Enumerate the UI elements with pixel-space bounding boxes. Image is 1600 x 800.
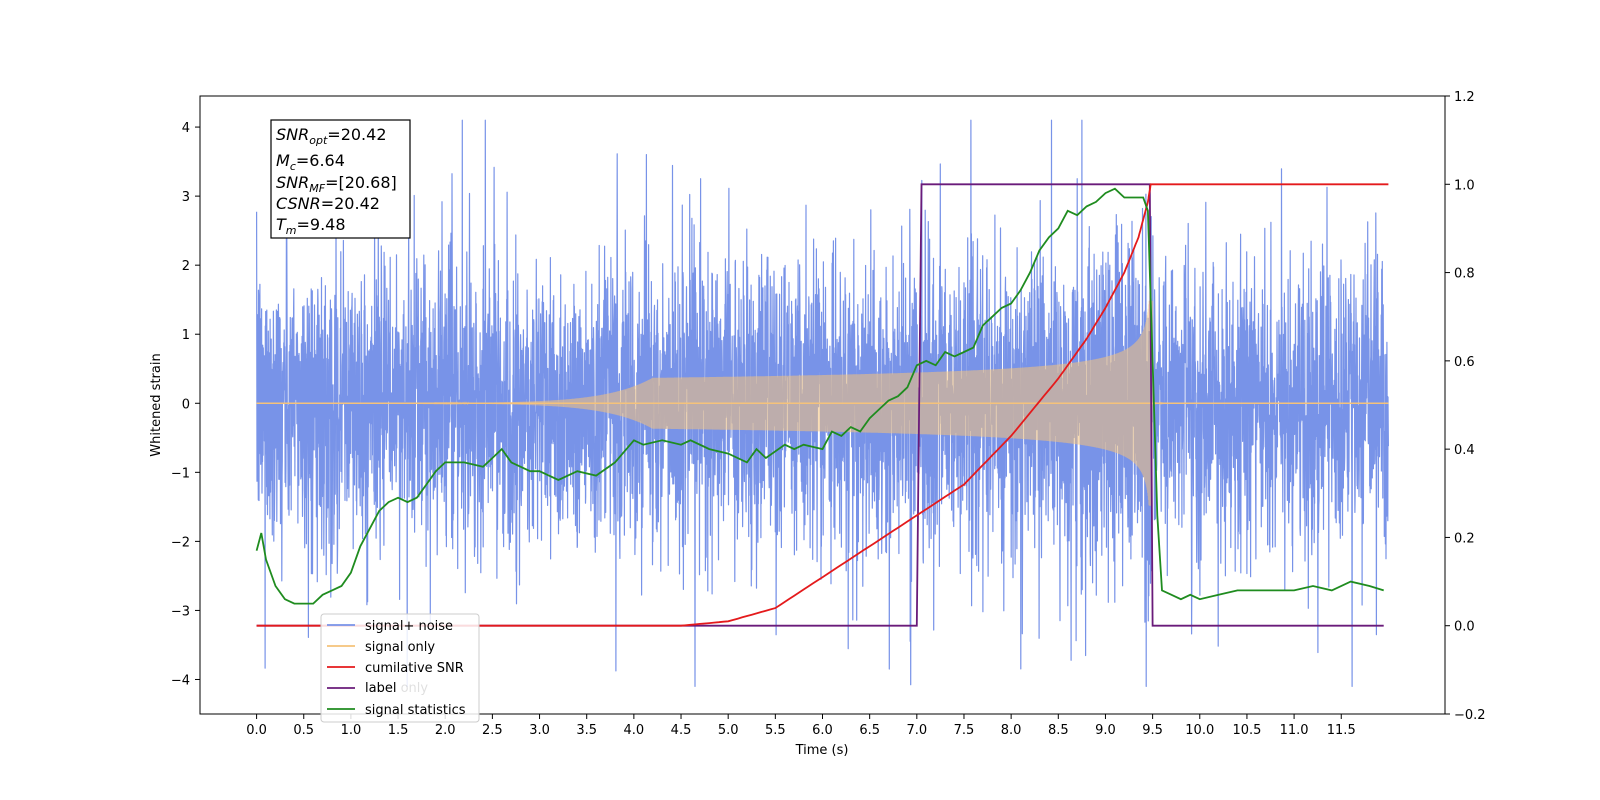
x-tick-label: 6.0 <box>812 723 833 738</box>
y-tick-label: −4 <box>171 673 190 688</box>
x-tick-label: 10.0 <box>1185 723 1214 738</box>
y-tick-label: 3 <box>182 190 190 205</box>
series-label <box>256 183 1384 627</box>
x-axis-title: Time (s) <box>795 743 849 758</box>
x-tick-label: 2.5 <box>482 723 503 738</box>
x-tick-label: 4.0 <box>624 723 645 738</box>
annotation-snr-mf: SNRMF=[20.68] <box>276 173 397 195</box>
legend-label-signal-statistics: signal statistics <box>365 703 466 718</box>
y-tick-label: −3 <box>171 604 190 619</box>
series-signal-statistics <box>255 187 1384 605</box>
legend-label-label-only: label only <box>365 681 428 696</box>
x-tick-label: 3.5 <box>576 723 597 738</box>
y2-tick-label: −0.2 <box>1454 708 1486 723</box>
x-tick-label: 7.5 <box>954 723 975 738</box>
annotation-csnr: CSNR=20.42 <box>276 194 380 213</box>
y-tick-label: 1 <box>182 328 190 343</box>
x-axis-ticks: 0.0 0.5 1.0 1.5 2.0 2.5 3.0 3.5 4.0 4.5 5.0 5.5 6.0 6… <box>246 714 1356 738</box>
y-tick-label: −1 <box>171 466 190 481</box>
x-tick-label: 3.0 <box>529 723 550 738</box>
x-tick-label: 6.5 <box>859 723 880 738</box>
y-tick-label: 4 <box>182 121 190 136</box>
series-cumilative-snr <box>256 183 1389 627</box>
x-tick-label: 0.0 <box>246 723 267 738</box>
x-tick-label: 8.5 <box>1048 723 1069 738</box>
y2-tick-label: 0.2 <box>1454 531 1475 546</box>
y-tick-label: 2 <box>182 259 190 274</box>
y2-tick-label: 0.0 <box>1454 620 1475 635</box>
x-tick-label: 8.0 <box>1001 723 1022 738</box>
legend-label-label: label <box>365 681 396 696</box>
x-tick-label: 9.0 <box>1095 723 1116 738</box>
y2-tick-label: 0.4 <box>1454 443 1475 458</box>
x-tick-label: 1.5 <box>388 723 409 738</box>
y-tick-label: −2 <box>171 535 190 550</box>
y2-tick-label: 0.6 <box>1454 355 1475 370</box>
x-tick-label: 1.0 <box>341 723 362 738</box>
x-tick-label: 9.5 <box>1142 723 1163 738</box>
annotation-snr-opt: SNRopt=20.42 <box>276 125 387 147</box>
x-tick-label: 10.5 <box>1232 723 1261 738</box>
x-tick-label: 0.5 <box>293 723 314 738</box>
y2-tick-label: 1.2 <box>1454 90 1475 105</box>
x-tick-label: 7.0 <box>906 723 927 738</box>
y2-tick-label: 1.0 <box>1454 178 1475 193</box>
x-tick-label: 2.0 <box>435 723 456 738</box>
legend: signal+ noise signal only cumilative SNR… <box>320 613 480 723</box>
legend-label-signal-only: signal only <box>365 640 435 655</box>
x-tick-label: 11.0 <box>1280 723 1309 738</box>
x-tick-label: 5.5 <box>765 723 786 738</box>
legend-label-signal-noise: signal+ noise <box>365 619 453 634</box>
y-axis-title: Whitened strain <box>149 353 164 456</box>
y2-axis-ticks: 1.2 1.0 0.8 0.6 0.4 0.2 0.0 −0.2 <box>1445 90 1486 723</box>
x-tick-label: 11.5 <box>1327 723 1356 738</box>
x-tick-label: 5.0 <box>718 723 739 738</box>
y2-tick-label: 0.8 <box>1454 267 1475 282</box>
series-signal-noise <box>256 119 1389 687</box>
y-tick-label: 0 <box>182 397 190 412</box>
y-axis-ticks: 4 3 2 1 0 −1 −2 −3 −4 <box>171 121 200 688</box>
annotation-mc: Mc=6.64 <box>276 151 345 173</box>
legend-label-cumilative-snr: cumilative SNR <box>365 661 464 676</box>
x-tick-label: 4.5 <box>671 723 692 738</box>
annotation-box: SNRopt=20.42 Mc=6.64 SNRMF=[20.68] CSNR=… <box>270 119 411 239</box>
annotation-tm: Tm=9.48 <box>276 215 346 237</box>
